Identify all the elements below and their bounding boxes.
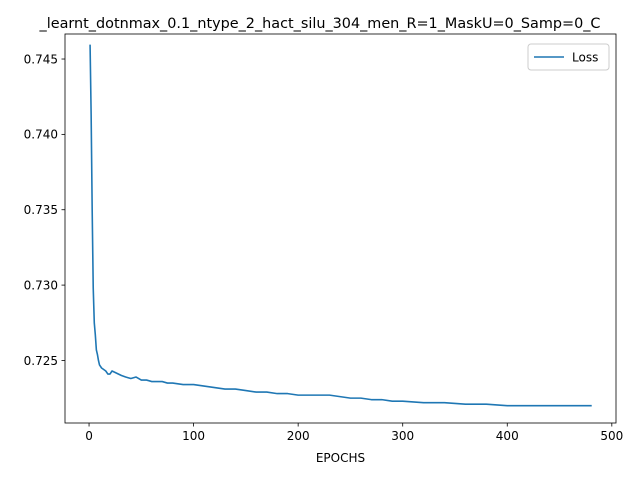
y-tick-label: 0.740 <box>24 128 58 142</box>
x-tick-label: 0 <box>85 429 93 443</box>
legend-label-loss: Loss <box>572 51 598 65</box>
plot-area <box>89 44 592 407</box>
y-axis: 0.725 0.730 0.735 0.740 0.745 <box>24 52 65 368</box>
x-tick-label: 500 <box>600 429 623 443</box>
x-axis-label: EPOCHS <box>316 451 365 465</box>
x-tick-label: 400 <box>496 429 519 443</box>
axes-frame <box>64 33 617 424</box>
x-axis: 0 100 200 300 400 500 <box>85 423 623 443</box>
y-tick-label: 0.725 <box>24 354 58 368</box>
x-tick-label: 300 <box>391 429 414 443</box>
x-tick-label: 200 <box>287 429 310 443</box>
chart-title: _learnt_dotnmax_0.1_ntype_2_hact_silu_30… <box>39 16 601 32</box>
legend: Loss <box>527 43 610 71</box>
legend-box <box>527 43 610 71</box>
series-line-loss <box>89 44 592 407</box>
y-tick-label: 0.730 <box>24 278 58 292</box>
x-tick-label: 100 <box>182 429 205 443</box>
y-tick-label: 0.735 <box>24 203 58 217</box>
y-tick-label: 0.745 <box>24 52 58 66</box>
